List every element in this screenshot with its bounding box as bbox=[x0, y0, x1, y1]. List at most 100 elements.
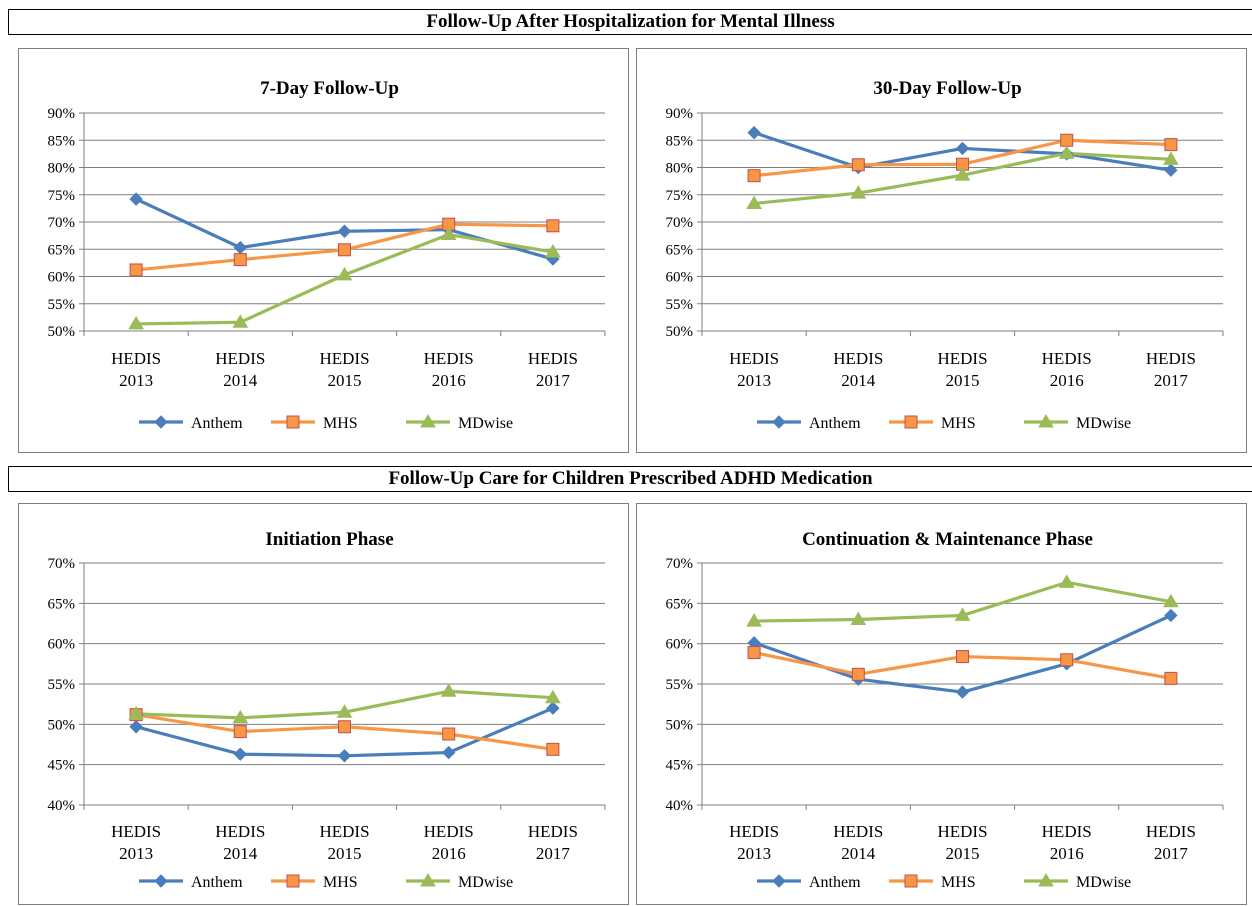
chart-svg: 30-Day Follow-Up 50% 55% 60% 65% 70% 75% 80% 85%… bbox=[666, 78, 1224, 432]
legend-label-anthem: Anthem bbox=[809, 874, 861, 891]
legend-marker-mdwise bbox=[1038, 873, 1054, 887]
y-tick-label: 65% bbox=[48, 596, 76, 612]
x-tick-label: HEDIS bbox=[1146, 349, 1196, 368]
data-point-mdwise bbox=[545, 689, 561, 704]
series-points-mdwise bbox=[746, 574, 1179, 627]
y-tick-label: 60% bbox=[48, 270, 76, 286]
x-tick-label: 2015 bbox=[328, 844, 362, 863]
x-tick-label: HEDIS bbox=[1042, 822, 1092, 841]
data-point-mdwise bbox=[232, 709, 249, 724]
data-point-anthem bbox=[233, 747, 248, 761]
y-tick-label: 80% bbox=[666, 161, 694, 177]
legend-marker-anthem bbox=[772, 874, 786, 888]
x-tick-label: 2014 bbox=[223, 844, 257, 863]
data-point-mhs bbox=[1060, 653, 1074, 667]
legend-label-mdwise: MDwise bbox=[1076, 874, 1131, 891]
x-tick-label: HEDIS bbox=[111, 822, 161, 841]
x-tick-label: 2017 bbox=[536, 371, 571, 390]
y-tick-label: 90% bbox=[48, 106, 76, 122]
legend-label-anthem: Anthem bbox=[809, 415, 861, 432]
x-tick-label: HEDIS bbox=[215, 349, 265, 368]
x-tick-label: HEDIS bbox=[833, 822, 883, 841]
y-tick-label: 65% bbox=[666, 242, 694, 258]
data-point-mhs bbox=[956, 650, 969, 664]
data-point-anthem bbox=[337, 749, 352, 763]
series-points-mhs bbox=[747, 646, 1178, 685]
data-point-mhs bbox=[338, 243, 351, 257]
data-point-mhs bbox=[1164, 138, 1178, 152]
data-point-mdwise bbox=[440, 683, 457, 697]
legend-label-anthem: Anthem bbox=[191, 415, 243, 432]
data-point-mdwise bbox=[746, 195, 762, 209]
data-point-mdwise bbox=[1163, 593, 1179, 608]
x-tick-label: HEDIS bbox=[937, 822, 987, 841]
x-tick-label: HEDIS bbox=[833, 349, 883, 368]
chart-panel-7-day: 7-Day Follow-Up 50% 55% 60% 65% 70% 75% 80% 85% 9… bbox=[18, 48, 629, 453]
chart-svg: Initiation Phase 40% 45% 50% 55% 60% 65% 70% HED… bbox=[48, 529, 606, 891]
legend-label-mhs: MHS bbox=[323, 415, 358, 432]
x-tick-label: HEDIS bbox=[729, 349, 779, 368]
chart-panel-continuation: Continuation & Maintenance Phase 40% 45% 50… bbox=[636, 503, 1247, 905]
data-point-anthem bbox=[337, 224, 352, 238]
y-tick-label: 70% bbox=[48, 556, 76, 572]
x-tick-label: 2014 bbox=[841, 844, 876, 863]
y-tick-label: 60% bbox=[666, 270, 694, 286]
section-title: Follow-Up After Hospitalization for Ment… bbox=[426, 11, 835, 32]
series-points-mdwise bbox=[746, 145, 1179, 209]
data-point-mdwise bbox=[545, 243, 561, 258]
x-tick-label: HEDIS bbox=[729, 822, 779, 841]
data-point-mdwise bbox=[850, 185, 867, 199]
data-point-mhs bbox=[546, 742, 560, 756]
y-tick-label: 75% bbox=[48, 188, 76, 204]
series-points-mdwise bbox=[128, 683, 561, 724]
x-tick-label: 2013 bbox=[737, 844, 771, 863]
data-point-mdwise bbox=[1058, 574, 1075, 588]
chart-panel-30-day: 30-Day Follow-Up 50% 55% 60% 65% 70% 75% 80% 85%… bbox=[636, 48, 1247, 453]
data-point-mhs bbox=[1164, 671, 1178, 685]
chart-panel-initiation: Initiation Phase 40% 45% 50% 55% 60% 65% 70% HED… bbox=[18, 503, 629, 905]
legend-label-mdwise: MDwise bbox=[458, 874, 513, 891]
data-point-mdwise bbox=[850, 611, 867, 625]
data-point-mhs bbox=[1060, 133, 1074, 147]
chart-title: 7-Day Follow-Up bbox=[260, 78, 399, 99]
data-point-anthem bbox=[546, 701, 560, 715]
data-point-mdwise bbox=[128, 705, 144, 720]
legend-label-mhs: MHS bbox=[941, 415, 976, 432]
legend-label-mhs: MHS bbox=[323, 874, 358, 891]
x-tick-label: 2017 bbox=[1154, 371, 1189, 390]
x-tick-label: HEDIS bbox=[1146, 822, 1196, 841]
x-tick-label: HEDIS bbox=[319, 822, 369, 841]
data-point-mdwise bbox=[954, 167, 971, 181]
data-point-anthem bbox=[747, 125, 761, 140]
data-point-mdwise bbox=[336, 704, 353, 718]
x-tick-label: HEDIS bbox=[215, 822, 265, 841]
data-point-mdwise bbox=[954, 607, 971, 621]
section-title: Follow-Up Care for Children Prescribed A… bbox=[388, 468, 873, 489]
x-tick-label: 2014 bbox=[223, 371, 257, 390]
y-tick-label: 55% bbox=[48, 297, 76, 313]
x-tick-label: HEDIS bbox=[1042, 349, 1092, 368]
x-tick-label: HEDIS bbox=[528, 349, 578, 368]
data-point-mhs bbox=[129, 263, 143, 277]
y-tick-label: 90% bbox=[666, 106, 694, 122]
data-point-anthem bbox=[129, 192, 143, 206]
legend-label-mdwise: MDwise bbox=[458, 415, 513, 432]
x-tick-label: 2017 bbox=[536, 844, 571, 863]
series-points-mhs bbox=[129, 708, 560, 756]
data-point-mhs bbox=[442, 727, 456, 741]
y-tick-label: 70% bbox=[666, 215, 694, 231]
series-points-mdwise bbox=[128, 226, 561, 330]
y-tick-label: 50% bbox=[666, 324, 694, 340]
y-tick-label: 55% bbox=[666, 297, 694, 313]
legend-marker-anthem bbox=[154, 415, 168, 429]
x-tick-label: HEDIS bbox=[111, 349, 161, 368]
x-tick-label: 2013 bbox=[119, 371, 153, 390]
y-tick-label: 60% bbox=[48, 637, 76, 653]
chart-svg: 7-Day Follow-Up 50% 55% 60% 65% 70% 75% 80% 85% 9… bbox=[48, 78, 606, 432]
x-tick-label: 2017 bbox=[1154, 844, 1189, 863]
y-tick-label: 45% bbox=[48, 758, 76, 774]
data-point-mdwise bbox=[336, 266, 353, 281]
y-tick-label: 65% bbox=[666, 596, 694, 612]
x-tick-label: 2016 bbox=[1050, 371, 1084, 390]
y-tick-label: 45% bbox=[666, 758, 694, 774]
